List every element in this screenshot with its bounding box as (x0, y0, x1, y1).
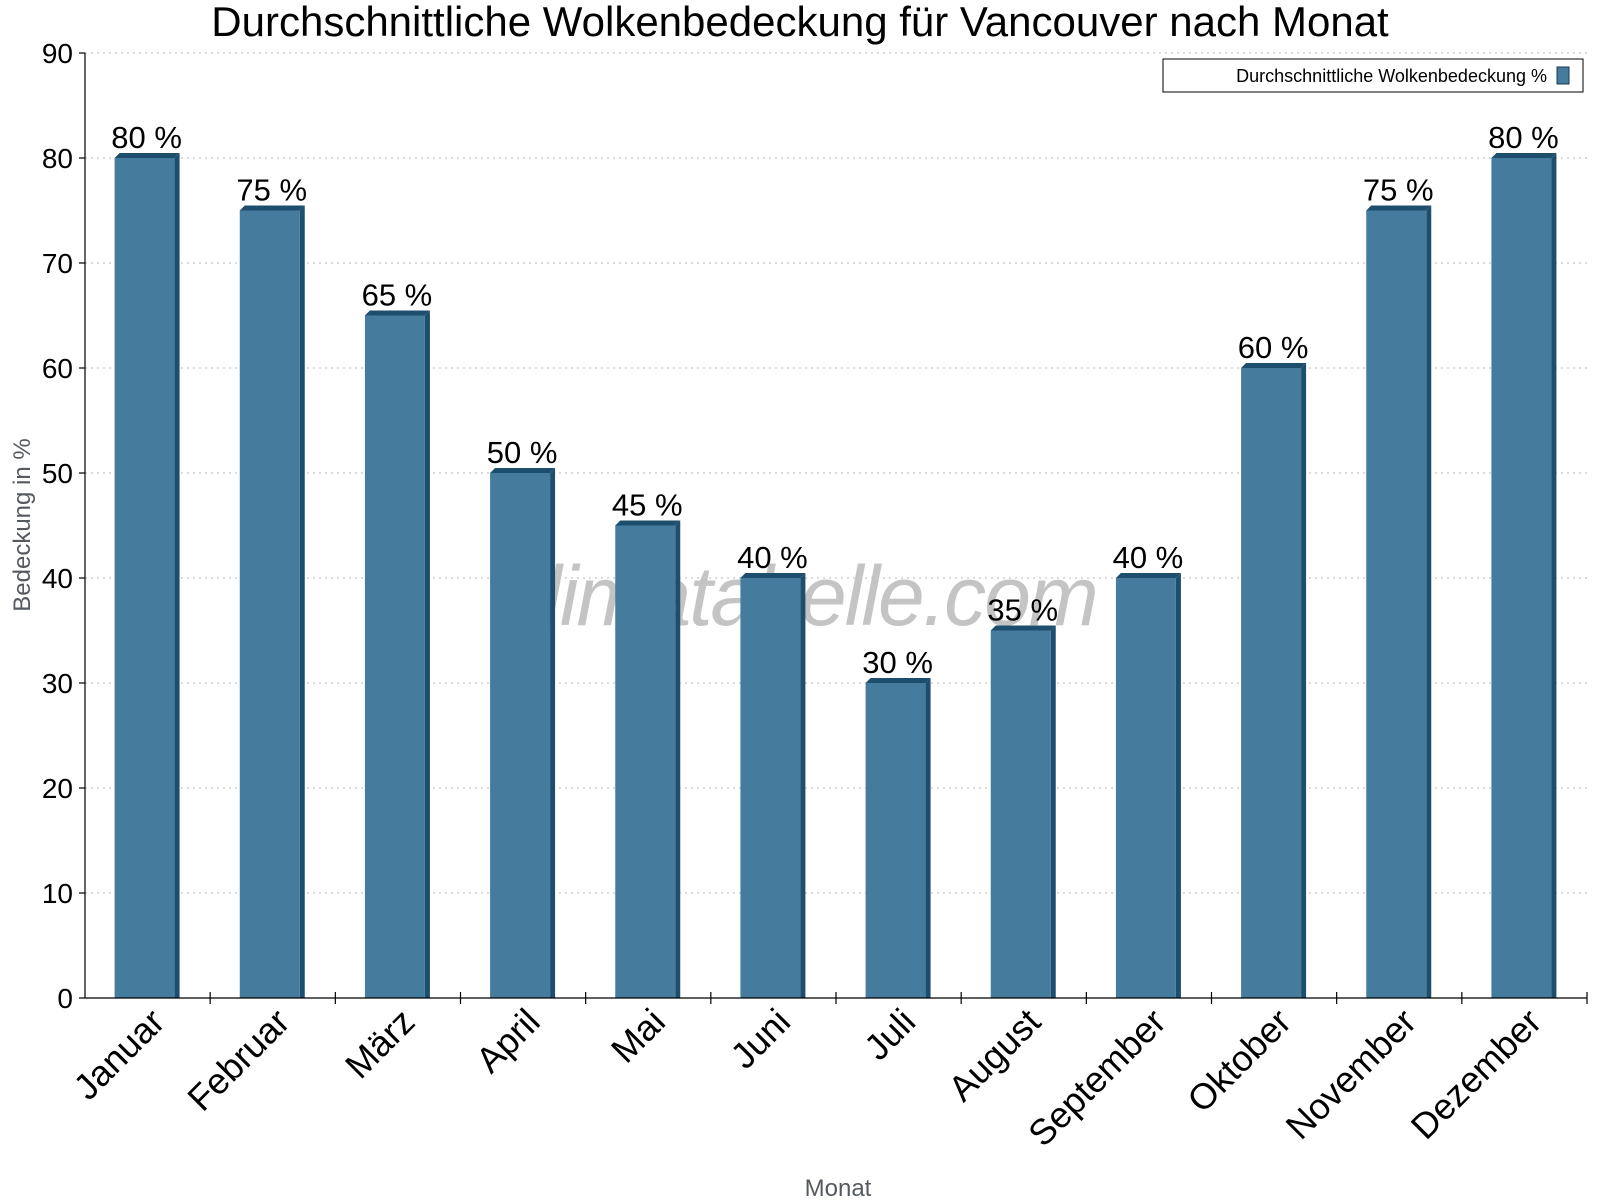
y-tick-label: 90 (42, 38, 73, 69)
bar-side (1050, 625, 1056, 998)
bar-top (615, 520, 681, 526)
bar-januar (114, 153, 180, 998)
y-tick-labels: 0 10 20 30 40 50 60 70 80 90 (42, 38, 73, 1014)
bar-front (865, 683, 926, 998)
bar-side (1426, 205, 1432, 998)
legend-swatch (1556, 66, 1570, 85)
bar-front (114, 158, 175, 998)
y-tick-label: 80 (42, 143, 73, 174)
bar-front (1366, 210, 1427, 998)
x-tick-label: November (1277, 1001, 1423, 1147)
bar-value-label: 65 % (362, 278, 433, 313)
x-tick-label: August (940, 1001, 1048, 1109)
bar-oktober (1241, 363, 1307, 998)
x-tick-label: März (337, 1001, 423, 1087)
bar-front (239, 210, 300, 998)
bar-front (1491, 158, 1552, 998)
bar-top (990, 625, 1056, 631)
y-tick-label: 50 (42, 458, 73, 489)
bar-side (174, 153, 180, 998)
bar-september (1115, 573, 1181, 998)
bar-top (1366, 205, 1432, 211)
bar-side (1175, 573, 1181, 998)
y-tick-label: 10 (42, 878, 73, 909)
bar-juli (865, 678, 931, 998)
y-tick-label: 0 (57, 983, 73, 1014)
bar-labels: 80 % 75 % 65 % 50 % 45 % 40 % 30 % 35 % 40 % 60 %… (111, 120, 1559, 680)
bar-top (490, 468, 556, 473)
x-tick-label: Februar (179, 1001, 297, 1119)
bar-april (490, 468, 556, 998)
bar-side (550, 468, 556, 998)
bar-top (1115, 573, 1181, 578)
x-tick-label: Juli (856, 1001, 923, 1068)
gridlines (85, 52, 1587, 894)
bar-value-label: 75 % (1363, 173, 1434, 208)
y-tick-label: 30 (42, 668, 73, 699)
bar-juni (740, 573, 806, 998)
legend-label: Durchschnittliche Wolkenbedeckung % (1236, 66, 1547, 86)
bar-front (740, 578, 801, 998)
bar-dezember (1491, 153, 1557, 998)
bar-value-label: 30 % (862, 645, 933, 680)
bar-side (925, 678, 931, 998)
bar-top (865, 678, 931, 683)
bar-front (615, 525, 676, 998)
x-tick-label: Mai (603, 1001, 673, 1071)
y-axis-title: Bedeckung in % (9, 438, 36, 611)
x-tick-label: Juni (722, 1001, 798, 1077)
bar-side (424, 310, 430, 998)
bar-mai (615, 520, 681, 998)
bar-august (990, 625, 1056, 998)
y-tick-label: 60 (42, 353, 73, 384)
x-tick-label: September (1020, 1001, 1174, 1155)
bar-value-label: 80 % (1488, 120, 1559, 155)
bar-top (239, 205, 305, 211)
bar-value-label: 35 % (987, 593, 1058, 628)
y-tick-label: 20 (42, 773, 73, 804)
bar-front (364, 315, 425, 998)
bar-top (740, 573, 806, 578)
bar-side (800, 573, 806, 998)
x-tick-labels: Januar Februar März April Mai Juni Juli AugustS… (65, 1001, 1549, 1155)
x-tick-label: Januar (65, 1001, 172, 1108)
x-tick-label: April (468, 1001, 548, 1081)
bar-front (490, 473, 551, 998)
bar-front (1115, 578, 1176, 998)
x-tick-label: Dezember (1403, 1001, 1549, 1147)
chart-title: Durchschnittliche Wolkenbedeckung für Va… (211, 0, 1389, 45)
bar-value-label: 40 % (737, 540, 808, 575)
legend-box (1162, 58, 1584, 93)
bars (114, 153, 1557, 998)
bar-value-label: 40 % (1113, 540, 1184, 575)
bar-side (1301, 363, 1307, 998)
bar-value-label: 60 % (1238, 330, 1309, 365)
legend: Durchschnittliche Wolkenbedeckung % (1162, 58, 1584, 93)
bar-value-label: 45 % (612, 488, 683, 523)
bar-februar (239, 205, 305, 998)
bar-value-label: 75 % (236, 173, 307, 208)
bar-top (114, 153, 180, 158)
bar-top (1241, 363, 1307, 368)
bar-top (1491, 153, 1557, 158)
axes (79, 52, 1588, 1004)
bar-front (990, 630, 1051, 998)
bar-november (1366, 205, 1432, 998)
bar-side (675, 520, 681, 998)
bar-side (1551, 153, 1557, 998)
x-axis-title: Monat (805, 1175, 872, 1200)
bar-side (299, 205, 305, 998)
x-tick-label: Oktober (1179, 1001, 1299, 1121)
bar-value-label: 80 % (111, 120, 182, 155)
bar-front (1241, 368, 1302, 998)
y-tick-label: 40 (42, 563, 73, 594)
bar-märz (364, 310, 430, 998)
bar-top (364, 310, 430, 316)
y-tick-label: 70 (42, 248, 73, 279)
bar-value-label: 50 % (487, 435, 558, 470)
